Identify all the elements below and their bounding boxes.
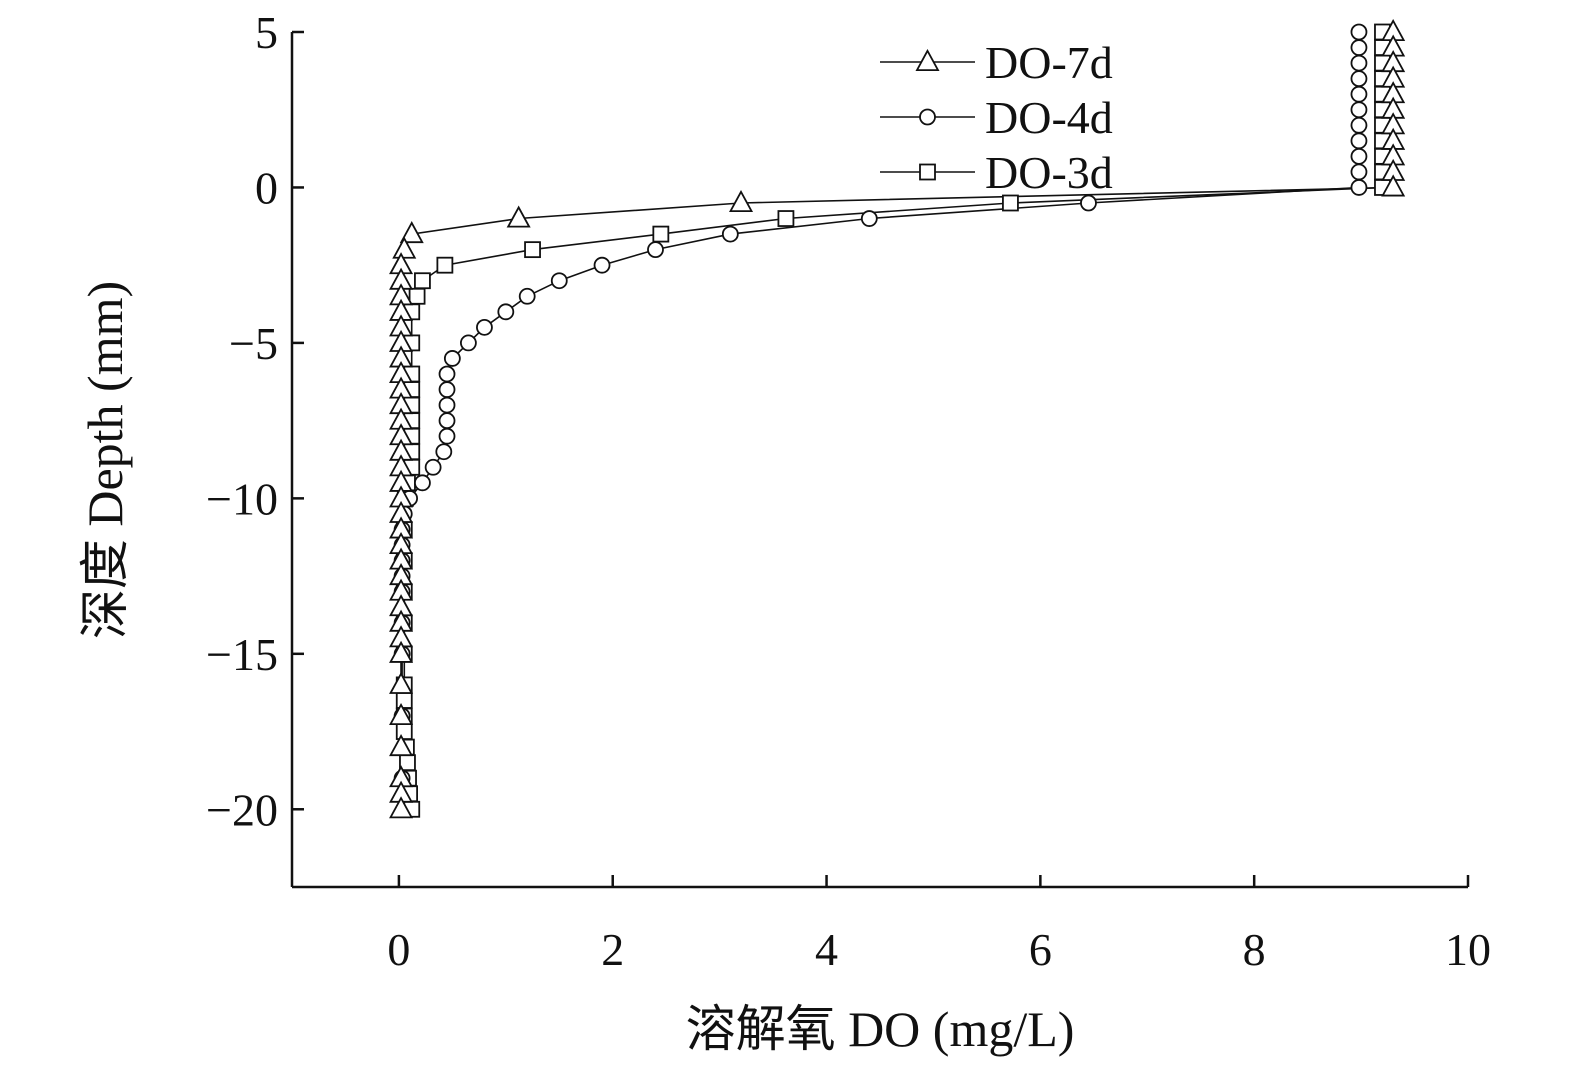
data-point-do-4d bbox=[1350, 85, 1368, 103]
data-point-do-4d bbox=[438, 396, 456, 414]
x-tick-label: 10 bbox=[1445, 924, 1491, 975]
data-point-do-7d bbox=[389, 640, 414, 663]
data-point-do-4d bbox=[1350, 101, 1368, 119]
data-point-do-4d bbox=[550, 272, 568, 290]
data-point-do-4d bbox=[647, 241, 664, 259]
data-point-do-4d bbox=[1350, 132, 1368, 150]
x-ticks: 0 2 4 6 8 10 bbox=[387, 875, 1491, 975]
data-point-do-4d bbox=[438, 412, 456, 430]
data-point-do-7d bbox=[1381, 174, 1406, 197]
legend-label: DO-7d bbox=[985, 37, 1113, 88]
data-point-do-4d bbox=[1350, 70, 1368, 88]
data-point-do-7d bbox=[399, 221, 424, 244]
y-tick-label: −20 bbox=[206, 784, 278, 835]
axes bbox=[290, 32, 1468, 889]
legend-label: DO-4d bbox=[985, 92, 1113, 143]
series-line-do-7d bbox=[400, 32, 1394, 810]
data-point-do-4d bbox=[1350, 116, 1368, 134]
x-tick-label: 6 bbox=[1029, 924, 1052, 975]
data-point-do-4d bbox=[476, 318, 493, 336]
data-point-do-4d bbox=[438, 365, 456, 383]
y-tick-label: 0 bbox=[255, 162, 278, 213]
legend-marker bbox=[919, 163, 936, 181]
data-point-do-7d bbox=[389, 671, 414, 694]
data-point-do-4d bbox=[721, 225, 739, 243]
y-tick-label: 5 bbox=[255, 7, 278, 58]
x-tick-label: 8 bbox=[1243, 924, 1266, 975]
data-point-do-4d bbox=[1350, 163, 1368, 181]
data-point-do-4d bbox=[518, 287, 536, 305]
data-point-do-7d bbox=[389, 702, 414, 725]
series-lines bbox=[400, 32, 1394, 810]
data-point-do-7d bbox=[389, 796, 414, 819]
series-line-do-3d bbox=[403, 32, 1384, 810]
y-axis-title: 深度 Depth (mm) bbox=[77, 281, 133, 639]
data-point-do-4d bbox=[860, 210, 878, 227]
data-point-do-4d bbox=[1350, 23, 1368, 41]
legend-marker bbox=[919, 108, 936, 126]
data-point-do-3d bbox=[777, 210, 795, 227]
x-tick-label: 0 bbox=[387, 924, 410, 975]
series-line-do-4d bbox=[401, 32, 1360, 779]
y-tick-label: −15 bbox=[206, 629, 278, 680]
x-tick-label: 4 bbox=[815, 924, 838, 975]
data-point-do-3d bbox=[436, 256, 454, 274]
legend-marker bbox=[915, 48, 940, 71]
data-point-do-4d bbox=[593, 256, 611, 274]
y-ticks: 5 0 −5 −10 −15 −20 bbox=[206, 7, 304, 835]
data-point-do-4d bbox=[435, 443, 453, 461]
data-point-do-4d bbox=[1080, 194, 1097, 212]
x-axis-title: 溶解氧 DO (mg/L) bbox=[686, 1001, 1075, 1057]
data-point-do-3d bbox=[652, 225, 670, 243]
data-point-do-4d bbox=[414, 474, 431, 492]
data-point-do-7d bbox=[389, 734, 414, 757]
data-point-do-4d bbox=[1350, 147, 1368, 165]
series-markers bbox=[389, 18, 1406, 819]
data-point-do-4d bbox=[438, 381, 456, 398]
data-point-do-4d bbox=[438, 427, 456, 445]
data-point-do-4d bbox=[1350, 179, 1368, 196]
data-point-do-7d bbox=[506, 205, 531, 228]
data-point-do-3d bbox=[408, 287, 426, 305]
legend-label: DO-3d bbox=[985, 147, 1113, 198]
data-point-do-3d bbox=[395, 723, 413, 740]
data-point-do-4d bbox=[497, 303, 515, 321]
x-tick-label: 2 bbox=[601, 924, 624, 975]
data-point-do-7d bbox=[392, 236, 417, 259]
data-point-do-3d bbox=[414, 272, 431, 290]
data-point-do-4d bbox=[1350, 54, 1368, 72]
data-point-do-4d bbox=[1350, 39, 1368, 56]
data-point-do-3d bbox=[524, 241, 541, 259]
data-point-do-4d bbox=[424, 458, 442, 476]
data-point-do-3d bbox=[395, 692, 413, 709]
data-point-do-3d bbox=[1002, 194, 1019, 212]
data-point-do-7d bbox=[729, 189, 754, 213]
data-point-do-4d bbox=[443, 350, 461, 367]
y-tick-label: −5 bbox=[229, 318, 278, 369]
y-tick-label: −10 bbox=[206, 473, 278, 524]
data-point-do-4d bbox=[459, 334, 477, 352]
